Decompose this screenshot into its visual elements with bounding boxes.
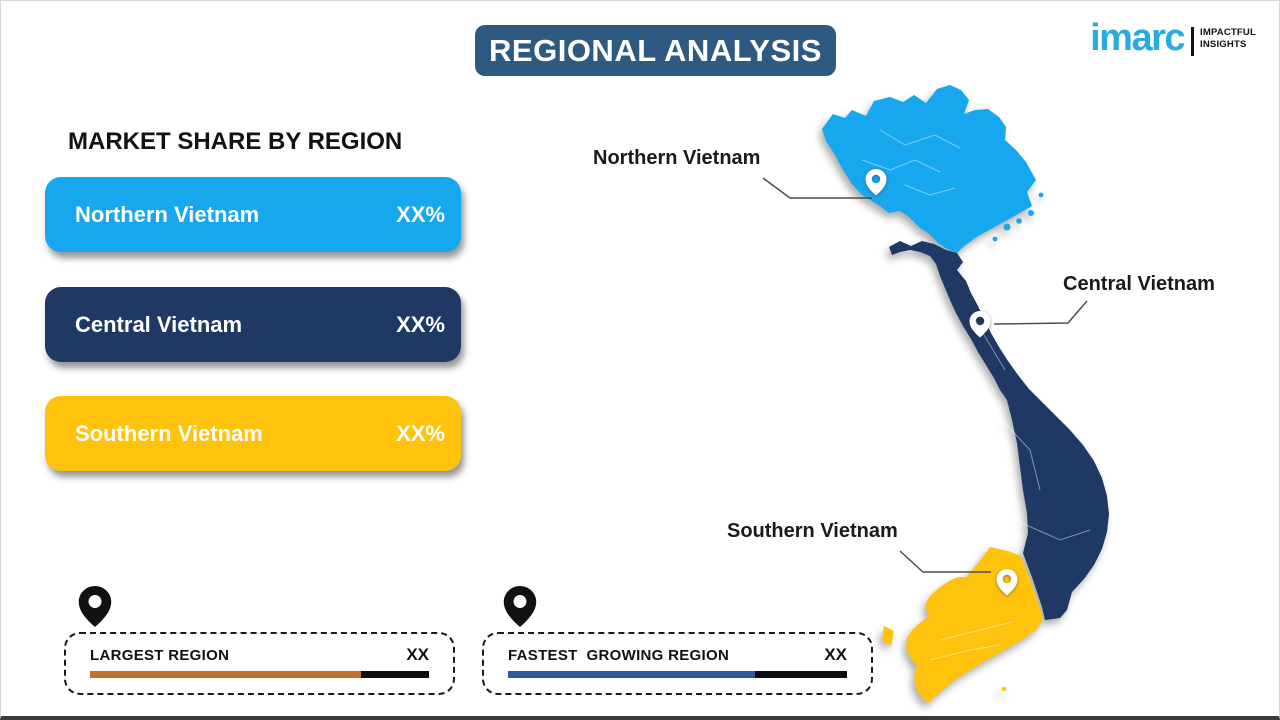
- callout-line-southern: [899, 550, 991, 573]
- location-pin-icon-southern: [996, 569, 1018, 596]
- logo-tagline-line1: IMPACTFUL: [1200, 27, 1256, 38]
- fastest-growing-region-value: XX: [824, 645, 847, 664]
- region-bar-value: XX%: [396, 201, 445, 227]
- map-callout-central: Central Vietnam: [1063, 273, 1215, 295]
- largest-region-value: XX: [406, 645, 429, 664]
- map-island: [1001, 686, 1007, 692]
- map-island: [992, 236, 998, 242]
- largest-region-card: LARGEST REGION XX: [64, 632, 455, 695]
- province-borders: [861, 129, 1091, 661]
- fastest-growing-region-label: FASTEST GROWING REGION: [508, 647, 730, 664]
- largest-region-bar: [90, 671, 429, 678]
- map-island: [1016, 218, 1022, 224]
- logo-divider: [1191, 27, 1195, 56]
- callout-line-central: [993, 300, 1088, 325]
- map-region-southern: [906, 547, 1043, 703]
- map-island: [1028, 210, 1034, 216]
- map-island-phu-quoc: [882, 626, 894, 646]
- region-bar-label: Southern Vietnam: [75, 420, 263, 446]
- largest-region-label: LARGEST REGION: [90, 647, 230, 664]
- pin-icon-fastest-growing-region: [503, 586, 537, 627]
- map-region-northern: [822, 85, 1036, 253]
- imarc-logo: imarc IMPACTFUL INSIGHTS: [1090, 17, 1256, 59]
- region-bar-label: Northern Vietnam: [75, 201, 260, 227]
- location-pin-icon-northern: [865, 169, 887, 196]
- logo-tagline: IMPACTFUL INSIGHTS: [1200, 27, 1256, 51]
- region-bar-northern: Northern Vietnam XX%: [45, 177, 461, 252]
- map-region-central: [889, 241, 1109, 620]
- fastest-growing-region-bar: [508, 671, 847, 678]
- region-bar-label: Central Vietnam: [75, 311, 243, 337]
- region-bar-value: XX%: [396, 311, 445, 337]
- region-bar-central: Central Vietnam XX%: [45, 287, 461, 362]
- market-share-heading: MARKET SHARE BY REGION: [68, 128, 403, 155]
- logo-tagline-line2: INSIGHTS: [1200, 38, 1247, 50]
- page-title: REGIONAL ANALYSIS: [475, 25, 836, 76]
- map-callout-southern: Southern Vietnam: [727, 520, 898, 542]
- region-bar-value: XX%: [396, 420, 445, 446]
- imarc-logo-wordmark: imarc: [1090, 17, 1185, 59]
- map-island: [1038, 192, 1044, 198]
- map-island: [1003, 223, 1011, 231]
- map-callout-northern: Northern Vietnam: [593, 147, 761, 169]
- fastest-growing-region-card: FASTEST GROWING REGION XX: [482, 632, 873, 695]
- pin-icon-largest-region: [78, 586, 112, 627]
- location-pin-icon-central: [969, 311, 991, 338]
- region-bar-southern: Southern Vietnam XX%: [45, 396, 461, 471]
- callout-line-northern: [762, 177, 872, 199]
- fastest-growing-region-bar-fill: [508, 671, 756, 678]
- largest-region-bar-fill: [90, 671, 362, 678]
